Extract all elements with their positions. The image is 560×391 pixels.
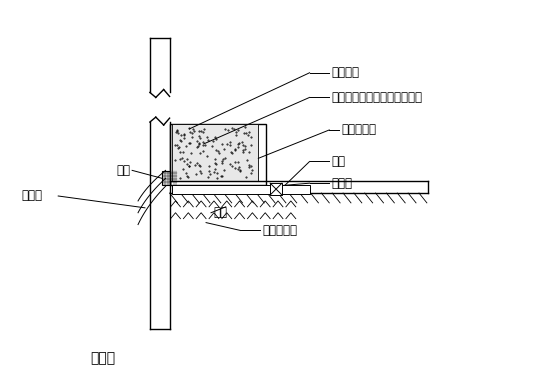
Text: 导流管: 导流管 — [332, 177, 352, 190]
Bar — [170, 124, 266, 185]
Text: 砖石: 砖石 — [213, 206, 227, 219]
Text: 剪面图: 剪面图 — [90, 352, 115, 366]
Text: 漏水点: 漏水点 — [22, 190, 43, 203]
Text: 盖板: 盖板 — [116, 164, 130, 177]
Text: 第二道围堵: 第二道围堵 — [341, 124, 376, 136]
Text: 密闭材料（混凝土或双液浆）: 密闭材料（混凝土或双液浆） — [332, 91, 422, 104]
Text: 阀门: 阀门 — [332, 155, 346, 168]
Bar — [270, 183, 282, 195]
Bar — [162, 171, 178, 185]
Bar — [171, 124, 258, 181]
Bar — [171, 185, 310, 194]
Text: 第一道围堵: 第一道围堵 — [262, 224, 297, 237]
Text: 袋装水泥: 袋装水泥 — [332, 66, 360, 79]
